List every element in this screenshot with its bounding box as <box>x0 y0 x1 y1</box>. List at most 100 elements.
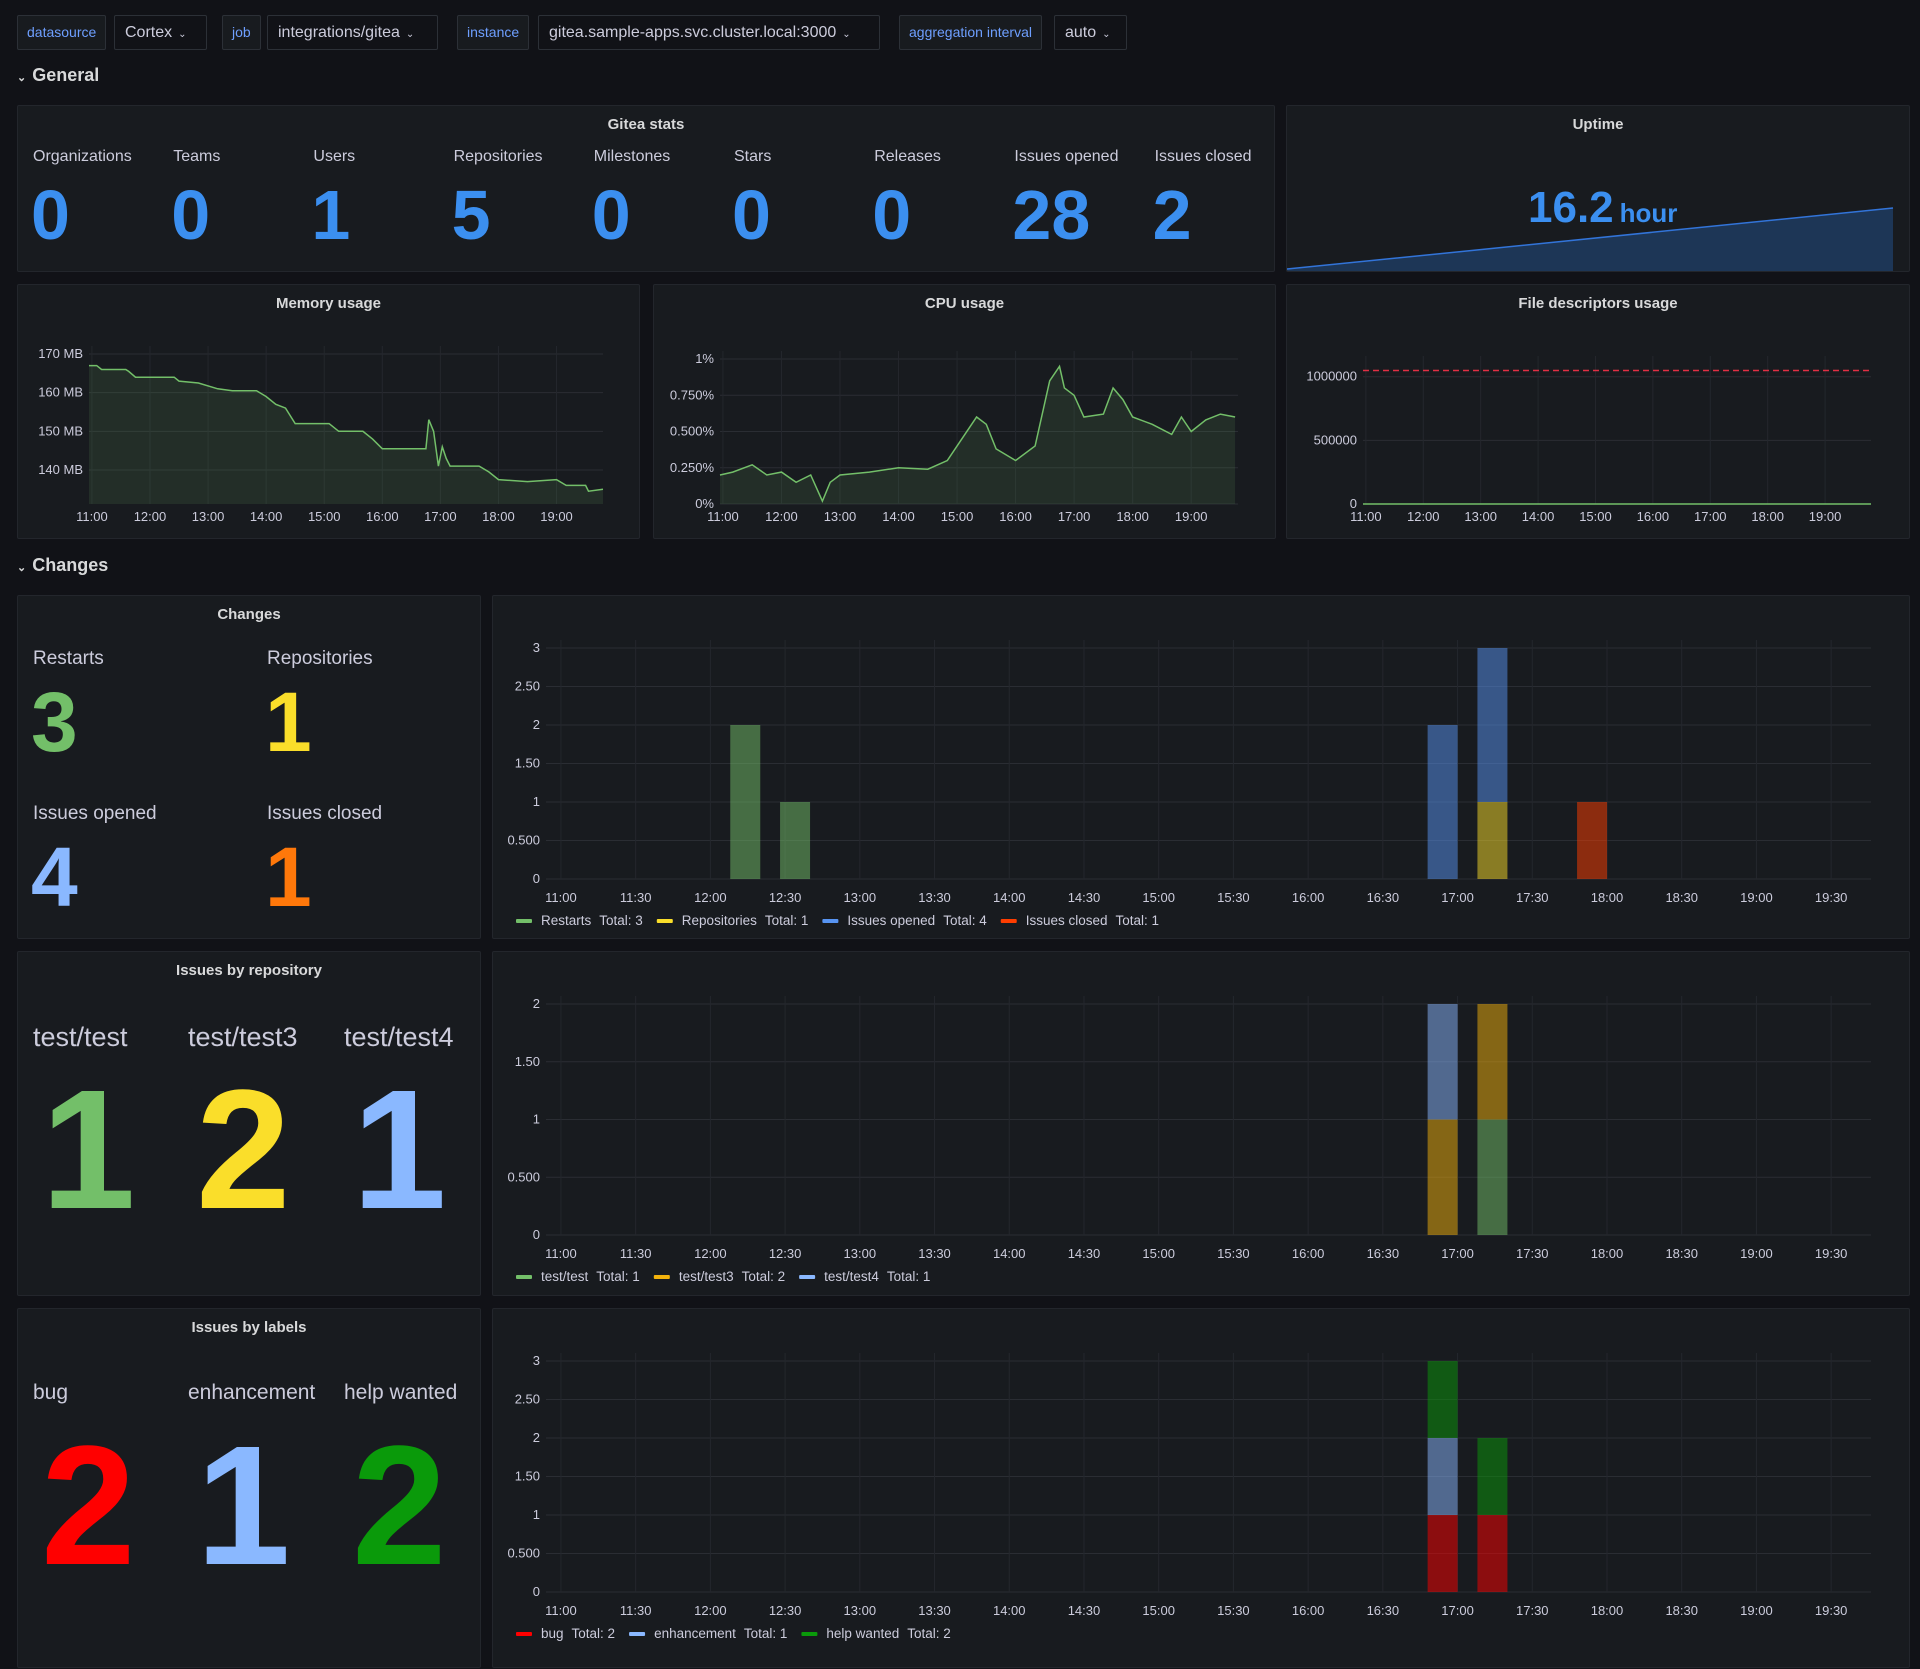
y-tick-label: 0 <box>533 871 540 886</box>
y-tick-label: 2.50 <box>515 679 540 694</box>
x-tick-label: 12:30 <box>769 1603 802 1618</box>
y-tick-label: 1.50 <box>515 756 540 771</box>
y-tick-label: 170 MB <box>38 346 83 361</box>
x-tick-label: 11:30 <box>620 890 652 905</box>
legend-series-total: Total: 1 <box>887 1269 931 1284</box>
stat-label-restarts: Restarts <box>33 648 104 669</box>
stat-label-repositories: Repositories <box>453 148 543 165</box>
stat-value: 2 <box>352 1411 447 1601</box>
instance-select[interactable]: gitea.sample-apps.svc.cluster.local:3000… <box>538 15 880 50</box>
labels-bar-chart: 3 2.50 2 1.50 1 0.500 0 11:00 11:30 12:00 12:30 13:… <box>507 1353 1871 1641</box>
legend-series-name: enhancement <box>654 1626 736 1641</box>
aggregation-interval-value: auto <box>1065 24 1097 41</box>
series-area <box>720 366 1236 504</box>
x-tick-label: 11:00 <box>545 1246 577 1261</box>
cpu-chart: 1% 0.750% 0.500% 0.250% 0%11:00 12:00 13:00 14:… <box>670 351 1238 524</box>
x-tick-label: 12:00 <box>694 1603 727 1618</box>
bar-restarts <box>730 725 761 879</box>
legend-series-total: Total: 1 <box>596 1269 640 1284</box>
x-tick-label: 18:30 <box>1665 1603 1698 1618</box>
chevron-down-icon: ⌄ <box>178 29 187 40</box>
panel-memory-usage: Memory usage 170 MB 160 MB 150 MB 140 MB 11:… <box>17 284 640 539</box>
uptime-sparkline <box>1287 207 1894 271</box>
row-title: Changes <box>32 555 109 575</box>
x-tick-label: 11:30 <box>620 1246 652 1261</box>
sparkline-line <box>1287 207 1894 270</box>
panel-title: Changes <box>217 606 281 623</box>
stat-label-issues-closed: Issues closed <box>1154 148 1252 165</box>
legend-series-name: Restarts <box>541 913 592 928</box>
y-tick-label: 3 <box>533 640 540 655</box>
stat-label-issues-closed: Issues closed <box>267 803 383 824</box>
stat-value: 1 <box>311 176 351 254</box>
panel-file-descriptors: File descriptors usage 1000000 500000 0 11:… <box>1286 284 1910 539</box>
aggregation-interval-select[interactable]: auto ⌄ <box>1054 15 1127 50</box>
x-tick-label: 19:00 <box>1740 1603 1773 1618</box>
y-tick-label: 1 <box>533 794 540 809</box>
chevron-down-icon: ⌄ <box>1102 29 1111 40</box>
x-tick-label: 12:00 <box>694 1246 727 1261</box>
x-tick-label: 11:00 <box>545 1603 577 1618</box>
stat-value: 2 <box>196 1055 291 1245</box>
x-tick-label: 14:00 <box>993 1246 1026 1261</box>
y-tick-label: 0.500 <box>507 1546 540 1561</box>
stat-value: 1 <box>265 830 312 924</box>
panel-repository-chart: 2 1.50 1 0.500 0 11:00 11:30 12:00 12:30 13:00 13:… <box>492 951 1910 1296</box>
legend-series-total: Total: 1 <box>1116 913 1160 928</box>
file-descriptors-chart: 1000000 500000 011:00 12:00 13:00 14:00 15:00 1… <box>1306 356 1871 524</box>
datasource-select[interactable]: Cortex ⌄ <box>114 15 207 50</box>
x-tick-label: 15:00 <box>941 509 974 524</box>
x-tick-label: 16:00 <box>1292 1246 1325 1261</box>
panel-title: Gitea stats <box>607 116 685 133</box>
x-tick-label: 18:00 <box>1591 890 1624 905</box>
x-tick-label: 19:00 <box>1809 509 1842 524</box>
y-tick-label: 1.50 <box>515 1054 540 1069</box>
stat-label-test-test: test/test <box>33 1022 128 1052</box>
uptime-value: 16.2 hour <box>1528 183 1678 232</box>
legend-series-name: test/test3 <box>679 1269 734 1284</box>
y-tick-label: 150 MB <box>38 423 83 438</box>
changes-bar-chart: 3 2.50 2 1.50 1 0.500 0 11:00 11:30 12:00 12:30 13:… <box>507 640 1871 928</box>
stat-label-test-test4: test/test4 <box>344 1022 454 1052</box>
x-tick-label: 13:30 <box>918 890 951 905</box>
stat-label-releases: Releases <box>874 148 941 165</box>
x-tick-label: 19:00 <box>1740 890 1773 905</box>
bar-issues-closed <box>1577 802 1608 879</box>
stat-label-issues-opened: Issues opened <box>1014 148 1119 165</box>
x-tick-label: 18:00 <box>1591 1246 1624 1261</box>
panel-title: File descriptors usage <box>1518 295 1678 312</box>
row-general-toggle[interactable]: ⌄ General <box>17 65 99 86</box>
panel-title: Memory usage <box>275 295 382 312</box>
x-tick-label: 17:00 <box>424 509 457 524</box>
x-tick-label: 18:00 <box>482 509 515 524</box>
x-tick-label: 14:00 <box>993 890 1026 905</box>
x-tick-label: 12:00 <box>694 890 727 905</box>
bar-restarts <box>780 802 811 879</box>
x-tick-label: 15:00 <box>1142 1603 1175 1618</box>
memory-chart: 170 MB 160 MB 150 MB 140 MB 11:00 12:00 13:00 1… <box>38 346 604 524</box>
bar-issues-opened <box>1477 648 1508 802</box>
stat-value: 0 <box>31 176 70 254</box>
panel-changes-stat: Changes Restarts 3 Repositories 1 Issues ope… <box>17 595 481 939</box>
stat-value: 0 <box>732 176 771 254</box>
row-changes-toggle[interactable]: ⌄ Changes <box>17 555 108 576</box>
y-tick-label: 0 <box>1350 496 1357 511</box>
y-tick-label: 140 MB <box>38 462 83 477</box>
legend-color-marker <box>629 1632 646 1636</box>
series-area <box>89 365 603 504</box>
y-tick-label: 1000000 <box>1306 369 1357 384</box>
chevron-down-icon: ⌄ <box>405 29 415 40</box>
stat-label-issues-opened: Issues opened <box>33 803 157 824</box>
x-tick-label: 11:30 <box>620 1603 652 1618</box>
stat-label-repositories: Repositories <box>267 648 373 669</box>
panel-labels-chart: 3 2.50 2 1.50 1 0.500 0 11:00 11:30 12:00 12:30 13:… <box>492 1308 1910 1668</box>
job-select[interactable]: integrations/gitea ⌄ <box>267 15 438 50</box>
y-tick-label: 0.500% <box>670 424 715 439</box>
chevron-down-icon: ⌄ <box>17 562 27 574</box>
stat-value: 1 <box>41 1055 136 1245</box>
bar-test-test3 <box>1427 1119 1458 1235</box>
x-tick-label: 17:00 <box>1441 890 1474 905</box>
stat-label-bug: bug <box>33 1381 69 1404</box>
y-tick-label: 3 <box>533 1353 540 1368</box>
series-line <box>719 364 1236 503</box>
